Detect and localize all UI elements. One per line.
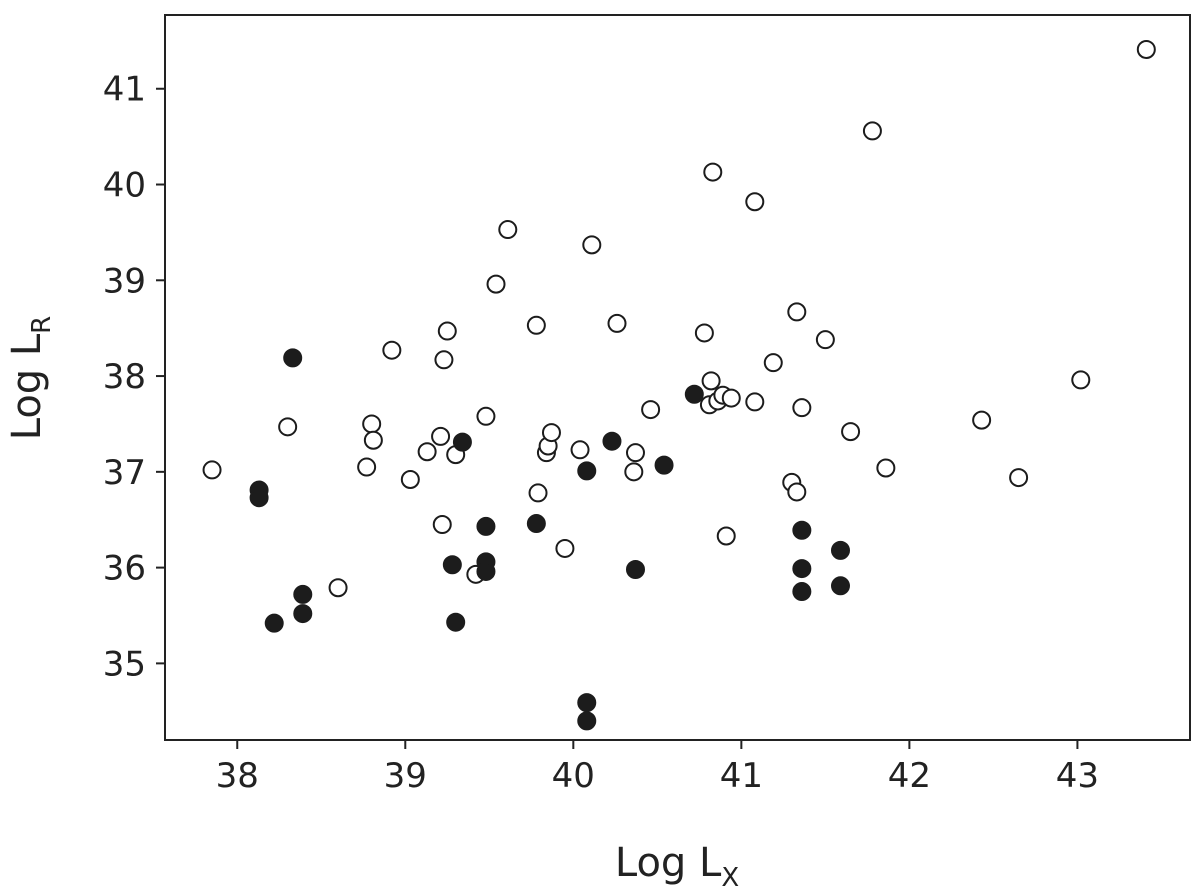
y-tick-label-37: 37 [103, 453, 146, 493]
filled-point-20 [792, 520, 812, 540]
open-point-49 [972, 410, 992, 430]
x-tick-label-41: 41 [720, 756, 763, 796]
open-point-32 [701, 371, 721, 391]
open-point-40 [763, 353, 783, 373]
y-axis-title-main: Log L [4, 333, 50, 440]
open-point-50 [1009, 468, 1029, 488]
open-point-51 [1071, 370, 1091, 390]
filled-point-8 [452, 432, 472, 452]
open-point-16 [486, 274, 506, 294]
x-tick-label-40: 40 [552, 756, 595, 796]
x-axis: 38 39 40 41 42 43 [216, 740, 1099, 796]
y-tick-label-39: 39 [103, 261, 146, 301]
open-point-9 [431, 426, 451, 446]
open-point-7 [400, 469, 420, 489]
open-point-42 [787, 482, 807, 502]
y-tick-label-35: 35 [103, 644, 146, 684]
open-point-30 [694, 323, 714, 343]
y-axis-title-subscript: R [27, 316, 57, 334]
y-tick-label-36: 36 [103, 549, 146, 589]
filled-point-21 [792, 559, 812, 579]
open-point-47 [862, 121, 882, 141]
open-point-27 [624, 462, 644, 482]
filled-point-7 [446, 612, 466, 632]
filled-point-9 [476, 516, 496, 536]
filled-point-22 [792, 582, 812, 602]
filled-point-12 [526, 514, 546, 534]
open-point-52 [1136, 39, 1156, 59]
open-point-46 [841, 422, 861, 442]
open-point-22 [541, 423, 561, 443]
open-point-5 [363, 430, 383, 450]
open-point-29 [641, 400, 661, 420]
open-point-26 [607, 313, 627, 333]
x-axis-title-main: Log L [615, 840, 722, 886]
open-point-23 [555, 538, 575, 558]
y-tick-label-41: 41 [103, 70, 146, 110]
filled-point-4 [293, 584, 313, 604]
open-point-24 [570, 440, 590, 460]
open-point-44 [792, 398, 812, 418]
y-tick-label-40: 40 [103, 166, 146, 206]
open-point-37 [721, 388, 741, 408]
open-point-36 [716, 526, 736, 546]
filled-point-18 [654, 455, 674, 475]
open-point-19 [528, 483, 548, 503]
open-point-38 [745, 192, 765, 212]
data-points [202, 39, 1156, 731]
x-tick-label-43: 43 [1056, 756, 1099, 796]
filled-point-19 [684, 384, 704, 404]
open-point-11 [434, 350, 454, 370]
open-point-0 [202, 460, 222, 480]
open-point-6 [382, 340, 402, 360]
open-point-33 [703, 162, 723, 182]
x-axis-title-subscript: X [721, 863, 739, 889]
y-axis-title: Log LR [4, 316, 57, 441]
open-point-1 [278, 417, 298, 437]
y-tick-label-38: 38 [103, 357, 146, 397]
filled-point-15 [577, 711, 597, 731]
filled-point-13 [577, 461, 597, 481]
open-point-48 [876, 458, 896, 478]
open-point-2 [328, 578, 348, 598]
filled-point-11 [476, 561, 496, 581]
x-axis-title: Log LX [615, 840, 739, 889]
open-point-18 [526, 315, 546, 335]
open-point-28 [625, 443, 645, 463]
filled-point-23 [830, 540, 850, 560]
filled-point-1 [249, 488, 269, 508]
x-tick-label-42: 42 [888, 756, 931, 796]
open-point-15 [476, 406, 496, 426]
open-point-3 [357, 457, 377, 477]
y-axis: 35 36 37 38 39 40 41 [103, 70, 165, 684]
open-point-25 [582, 235, 602, 255]
filled-point-14 [577, 693, 597, 713]
open-point-39 [745, 392, 765, 412]
open-point-12 [437, 321, 457, 341]
open-point-43 [787, 302, 807, 322]
plot-area-frame [164, 14, 1191, 741]
filled-point-17 [625, 560, 645, 580]
filled-point-16 [602, 431, 622, 451]
x-tick-label-38: 38 [216, 756, 259, 796]
open-point-4 [362, 414, 382, 434]
filled-point-5 [293, 604, 313, 624]
filled-point-3 [283, 348, 303, 368]
filled-point-6 [442, 555, 462, 575]
open-point-17 [498, 220, 518, 240]
open-point-45 [815, 330, 835, 350]
open-point-10 [432, 515, 452, 535]
x-tick-label-39: 39 [384, 756, 427, 796]
open-point-8 [417, 442, 437, 462]
filled-point-24 [830, 576, 850, 596]
filled-point-2 [264, 613, 284, 633]
